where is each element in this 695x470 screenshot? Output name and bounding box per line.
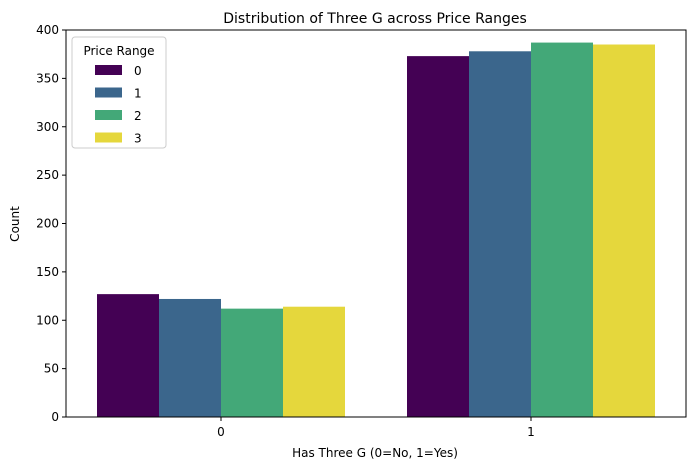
- legend-label-2: 2: [134, 109, 142, 123]
- bar-series-0-cat-1: [407, 56, 469, 418]
- legend-label-1: 1: [134, 87, 142, 101]
- y-tick-label: 400: [36, 23, 59, 37]
- bar-series-1-cat-0: [159, 298, 221, 417]
- bar-series-3-cat-0: [283, 306, 345, 417]
- y-tick-label: 200: [36, 217, 59, 231]
- legend-swatch-2: [95, 110, 122, 120]
- legend-swatch-1: [95, 87, 122, 98]
- x-tick-label: 1: [527, 425, 535, 439]
- legend: Price Range 0 1 2 3: [71, 36, 167, 149]
- y-tick-label: 100: [36, 313, 59, 327]
- bar-series-2-cat-1: [531, 42, 593, 417]
- x-tick-label: 0: [217, 425, 225, 439]
- bar-series-1-cat-1: [469, 51, 531, 417]
- bar-series-3-cat-1: [593, 44, 655, 417]
- legend-swatch-0: [95, 65, 122, 75]
- bar-series-2-cat-0: [221, 308, 283, 417]
- legend-label-3: 3: [134, 132, 142, 146]
- y-tick-label: 50: [44, 362, 59, 376]
- bars: [97, 42, 655, 418]
- y-tick-label: 0: [51, 410, 59, 424]
- chart-title: Distribution of Three G across Price Ran…: [223, 11, 527, 27]
- y-tick-label: 350: [36, 71, 59, 85]
- legend-items: 0 1 2 3: [95, 64, 142, 146]
- y-tick-label: 250: [36, 168, 59, 182]
- y-tick-label: 150: [36, 265, 59, 279]
- legend-label-0: 0: [134, 64, 142, 78]
- x-axis-label: Has Three G (0=No, 1=Yes): [292, 446, 458, 460]
- legend-swatch-3: [95, 132, 122, 143]
- y-axis: 0 50 100 150 200 250 300 350 400: [36, 23, 66, 424]
- bar-series-0-cat-0: [97, 294, 159, 417]
- legend-title: Price Range: [83, 44, 154, 58]
- y-tick-label: 300: [36, 120, 59, 134]
- y-axis-label: Count: [8, 206, 22, 242]
